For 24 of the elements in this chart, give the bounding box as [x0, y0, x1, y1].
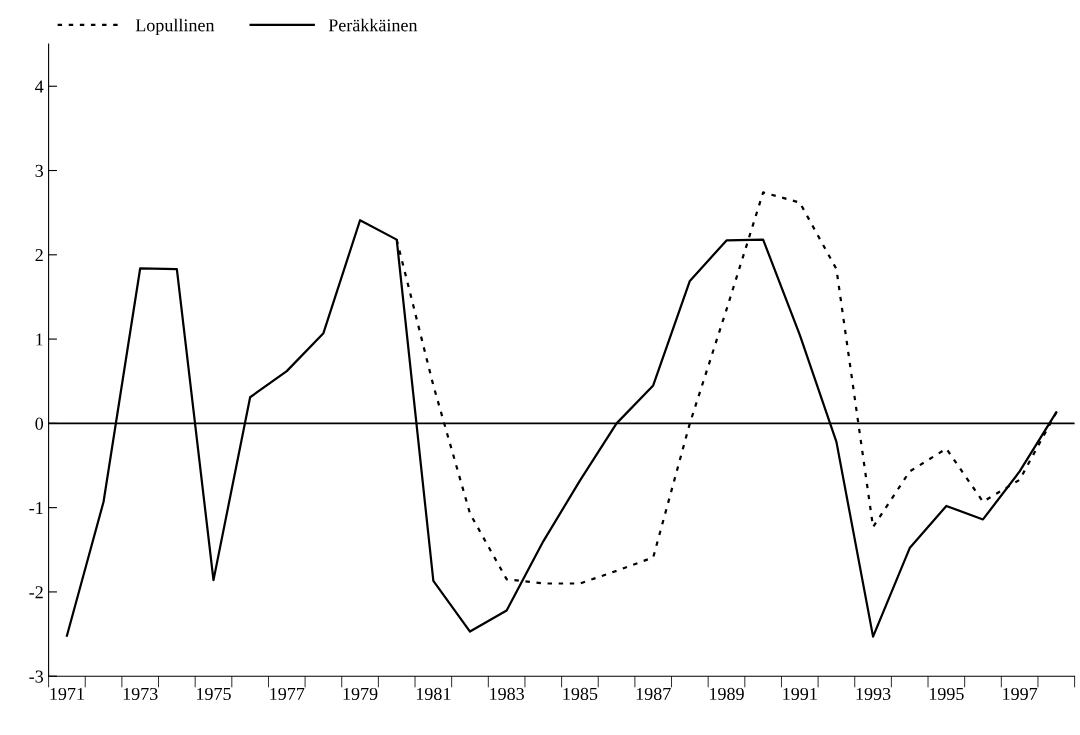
- y-tick-label: -1: [29, 501, 43, 514]
- legend-label: Lopullinen: [135, 18, 215, 36]
- x-tick-label: 1985: [563, 687, 598, 701]
- legend-label: Peräkkäinen: [328, 18, 418, 32]
- x-tick-label: 1987: [636, 687, 671, 701]
- x-tick-label: 1997: [1003, 687, 1038, 701]
- y-tick-label: 4: [35, 80, 44, 93]
- x-tick-label: 1977: [270, 687, 305, 701]
- y-tick-label: 0: [35, 417, 44, 430]
- x-tick-label: 1993: [856, 687, 891, 701]
- x-tick-label: 1995: [929, 687, 964, 701]
- x-tick-label: 1975: [197, 687, 231, 701]
- x-tick-label: 1971: [50, 687, 84, 701]
- y-tick-label: -3: [29, 670, 44, 683]
- y-tick-label: 2: [35, 249, 43, 262]
- x-tick-label: 1979: [343, 687, 378, 701]
- y-tick-label: 1: [36, 333, 43, 346]
- x-tick-label: 1981: [416, 687, 451, 701]
- x-tick-label: 1983: [490, 687, 524, 701]
- x-tick-label: 1991: [783, 687, 817, 701]
- y-tick-label: -2: [29, 586, 43, 599]
- x-tick-label: 1989: [710, 687, 744, 701]
- y-tick-label: 3: [35, 164, 44, 177]
- x-tick-label: 1973: [123, 687, 158, 701]
